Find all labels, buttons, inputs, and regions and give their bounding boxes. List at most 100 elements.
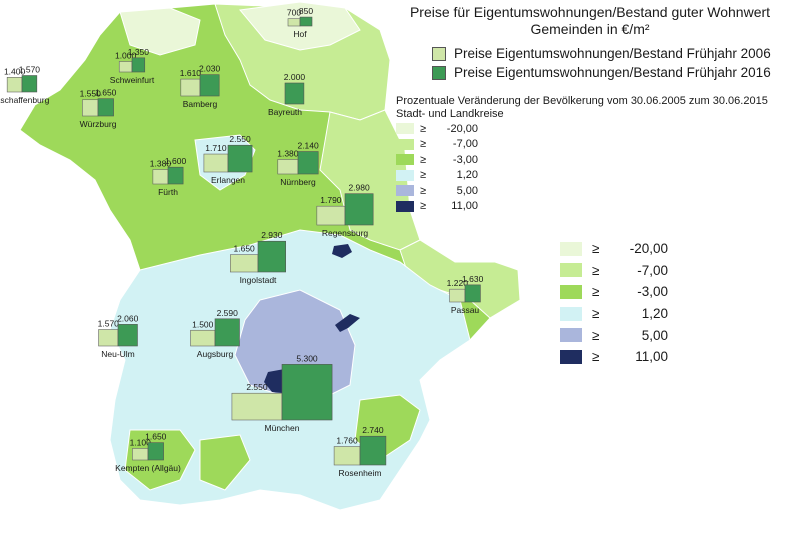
city-price-markers: 700850Hof1.4001.570Aschaffenburg1.0001.3…: [0, 6, 484, 478]
price-label-2016: 2.060: [117, 313, 139, 323]
price-label-2006: 1.550: [80, 89, 102, 99]
population-legend-large-swatch: [560, 349, 582, 364]
population-legend-large-class: ≥ -20,00: [560, 238, 668, 260]
population-legend-large-swatch: [560, 263, 582, 278]
price-bar-2016: [117, 324, 138, 347]
price-label-2006: 1.380: [150, 159, 172, 169]
price-bar-2016: [147, 442, 164, 461]
population-legend-class: ≥ -3,00: [396, 152, 768, 168]
city-marker: 1.790 2.980 Regensburg: [316, 183, 374, 238]
price-bar-2016: [199, 74, 220, 97]
population-legend-large-class: ≥ -3,00: [560, 281, 668, 303]
price-bar-2006: [333, 446, 361, 466]
population-legend-large-swatch: [560, 328, 582, 343]
region-south-centre-patch: [199, 434, 251, 491]
city-name-label: Augsburg: [197, 349, 234, 359]
population-legend-swatch: [396, 200, 414, 212]
population-legend-large-value: -3,00: [637, 284, 668, 300]
price-bar-2006: [6, 77, 23, 93]
price-label-2016: 1.570: [19, 65, 41, 75]
price-label-2016: 2.550: [229, 134, 251, 144]
price-label-2016: 2.980: [348, 183, 370, 193]
price-label-2006: 700: [287, 8, 301, 18]
price-label-2006: 1.610: [180, 68, 202, 78]
population-legend-large-class: ≥11,00: [560, 346, 668, 368]
price-bar-2016: [21, 75, 38, 93]
price-bar-2006: [98, 329, 119, 347]
price-bar-2016: [284, 82, 305, 105]
price-bar-2006: [203, 153, 229, 173]
price-bar-2016: [97, 98, 114, 117]
price-bar-2016: [299, 16, 313, 27]
region-regensburg-city: [332, 244, 352, 258]
price-bar-2006: [316, 205, 346, 226]
price-legend: Preise Eigentumswohnungen/Bestand Frühja…: [432, 44, 771, 82]
city-marker: 1.650 2.930 Ingolstadt: [230, 230, 286, 285]
population-legend-large-value: 1,20: [641, 306, 668, 322]
population-legend-large: ≥ -20,00 ≥ -7,00 ≥ -3,00 ≥1,20 ≥5,00 ≥11,00: [560, 238, 668, 368]
price-label-2006: 2.550: [246, 382, 268, 392]
price-label-2016: 5.300: [296, 353, 318, 363]
city-name-label: Nürnberg: [280, 177, 316, 187]
price-legend-swatch-2006: [432, 46, 446, 61]
price-label-2016: 1.600: [165, 156, 187, 166]
price-bar-2016: [214, 318, 240, 347]
price-label-2006: 1.500: [192, 319, 214, 329]
city-marker: 2.000 Bayreuth: [268, 72, 305, 117]
price-label-2006: 1.790: [320, 195, 342, 205]
population-legend-symbol: ≥: [420, 200, 427, 213]
price-label-2016: 1.350: [128, 47, 150, 57]
city-name-label: Erlangen: [211, 175, 245, 185]
price-label-2006: 1.570: [98, 319, 120, 329]
price-label-2016: 2.740: [362, 425, 384, 435]
price-label-2006: 1.710: [205, 143, 227, 153]
population-legend-value: 5,00: [456, 184, 478, 197]
city-name-label: Aschaffenburg: [0, 95, 50, 105]
population-legend-large-classes: ≥ -20,00 ≥ -7,00 ≥ -3,00 ≥1,20 ≥5,00 ≥11,00: [560, 238, 668, 368]
price-label-2016: 850: [299, 6, 313, 16]
region-landshut-patch: [335, 314, 360, 332]
price-bar-2016: [344, 193, 374, 226]
price-bar-2006: [180, 78, 201, 97]
price-label-2006: 1.000: [115, 51, 137, 61]
price-bar-2006: [132, 448, 149, 461]
population-legend-large-symbol: ≥: [592, 241, 600, 257]
population-legend-subtitle: Stadt- und Landkreise: [396, 108, 504, 120]
price-bar-2016: [227, 144, 253, 173]
price-bar-2006: [152, 169, 169, 185]
population-legend-large-symbol: ≥: [592, 262, 600, 278]
population-legend-swatch: [396, 185, 414, 197]
price-bar-2006: [287, 18, 301, 27]
population-legend-large-class: ≥ -7,00: [560, 260, 668, 282]
price-label-2016: 2.590: [217, 308, 239, 318]
population-legend: Prozentuale Veränderung der Bevölkerung …: [396, 95, 768, 214]
price-bar-2016: [281, 364, 333, 421]
population-legend-large-symbol: ≥: [592, 306, 600, 322]
city-marker: 2.550 5.300 München: [231, 353, 333, 433]
population-legend-class: ≥11,00: [396, 199, 768, 215]
price-legend-swatch-2016: [432, 65, 446, 80]
city-name-label: Schweinfurt: [110, 75, 155, 85]
city-name-label: Regensburg: [322, 228, 369, 238]
price-label-2006: 1.650: [234, 244, 256, 254]
price-label-2016: 2.030: [199, 64, 221, 74]
population-legend-large-class: ≥5,00: [560, 324, 668, 346]
population-legend-value: -7,00: [452, 138, 478, 151]
city-name-label: Bayreuth: [268, 107, 302, 117]
price-label-2016: 2.000: [284, 72, 306, 82]
city-name-label: Passau: [451, 305, 480, 315]
population-legend-classes: ≥ -20,00 ≥ -7,00 ≥ -3,00 ≥1,20 ≥5,00 ≥11,00: [396, 121, 768, 214]
price-label-2016: 1.650: [145, 432, 167, 442]
price-label-2006: 1.380: [277, 149, 299, 159]
price-bar-2006: [118, 61, 133, 73]
price-legend-item-2016: Preise Eigentumswohnungen/Bestand Frühja…: [432, 63, 771, 82]
